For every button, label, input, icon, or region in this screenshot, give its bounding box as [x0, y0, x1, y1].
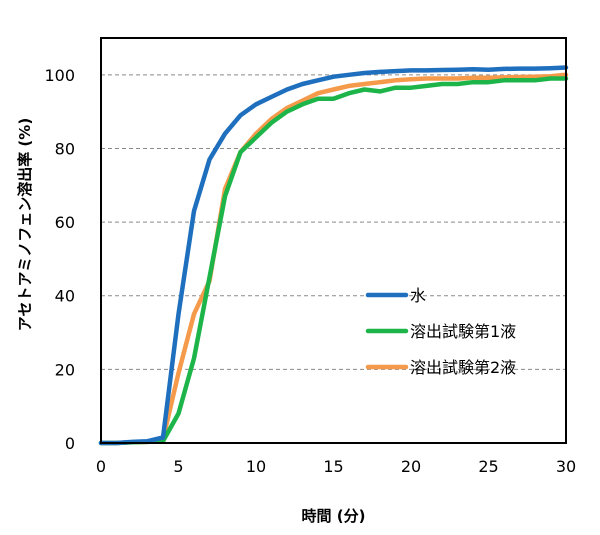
x-tick-label: 0 — [96, 457, 106, 476]
y-tick-label: 40 — [55, 287, 75, 306]
plot-frame — [100, 37, 567, 444]
legend-item: 水 — [365, 286, 426, 305]
legend-label: 溶出試験第2液 — [410, 358, 516, 377]
y-tick-label: 20 — [55, 360, 75, 379]
series-line-1 — [98, 65, 569, 446]
y-axis-title: アセトアミノフェン溶出率 (%) — [16, 118, 34, 331]
y-tick-label: 60 — [55, 213, 75, 232]
y-tick-label: 0 — [65, 434, 75, 453]
legend-label: 水 — [410, 286, 426, 305]
x-axis-title: 時間 (分) — [302, 507, 366, 525]
x-tick-label: 5 — [173, 457, 183, 476]
legend-label: 溶出試験第1液 — [410, 322, 516, 341]
x-tick-labels: 0 5 10 15 20 25 30 — [96, 457, 576, 476]
x-tick-label: 30 — [556, 457, 576, 476]
series-line-3 — [98, 72, 569, 446]
x-tick-label: 20 — [401, 457, 421, 476]
x-tick-label: 10 — [246, 457, 266, 476]
legend-item: 溶出試験第1液 — [365, 322, 516, 341]
series-line-2 — [98, 76, 569, 446]
x-tick-label: 15 — [323, 457, 343, 476]
series-lines — [98, 65, 569, 446]
y-tick-label: 100 — [44, 66, 75, 85]
y-tick-labels: 0 20 40 60 80 100 — [44, 66, 75, 453]
y-tick-label: 80 — [55, 139, 75, 158]
x-tick-label: 25 — [478, 457, 498, 476]
legend-item: 溶出試験第2液 — [365, 358, 516, 377]
